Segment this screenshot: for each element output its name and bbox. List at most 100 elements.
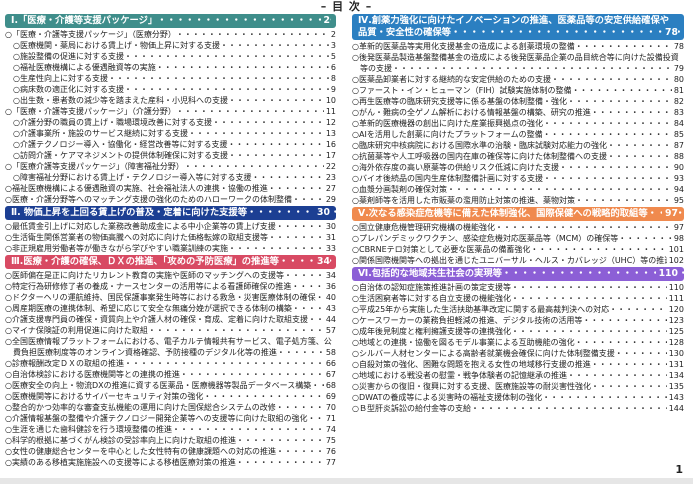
toc-entry[interactable]: ○非正規雇用労働者等が働きながら学びやすい職業訓練の実施 33	[5, 243, 336, 254]
toc-entry[interactable]: ○「医療介護等支援パッケージ」（障害福祉分野） 22	[5, 161, 336, 172]
section-page: 78	[662, 27, 678, 39]
toc-entry-text: ○医療安全の向上・物流DXの推進に資する医薬品・医療機器等製品データベース構築	[5, 381, 312, 390]
toc-entry[interactable]: ○地域との連携・協働を図るモデル事業による互助機能の強化 128	[352, 337, 684, 348]
toc-entry-text: ○施設整備の促進に対する支援	[13, 52, 124, 61]
toc-entry[interactable]: ○出生数・患者数の減少等を踏まえた産科・小児科への支援 10	[5, 95, 336, 106]
toc-entry[interactable]: ○介護事業所・施設のサービス継続に対する支援 13	[5, 128, 336, 139]
toc-entry-text: ○生活衛生関係営業者の物価高騰への対応に向けた価格転嫁の取組支援等	[5, 233, 268, 242]
toc-entry-text: ○バイオ後続品の国内生産体制整備計画に対する支援	[352, 174, 543, 183]
toc-entry[interactable]: ○ドクターヘリの運航維持、国民保護事案発生時等における救急・災害医療体制の確保 4…	[5, 292, 336, 303]
toc-entry[interactable]: ○ケースワーカーの業務負担軽減の推進、デジタル技術の活用等 123	[352, 315, 684, 326]
toc-entry-page: 57	[323, 325, 336, 336]
toc-entry[interactable]: ○成年後見制度と権利擁護支援等の連携強化 125	[352, 326, 684, 337]
toc-entry[interactable]: ○自殺対策の強化、困難な問題を抱える女性の地域移行支援の推進 131	[352, 359, 684, 370]
toc-entry[interactable]: ○医師偏在是正に向けたリカレント教育の実施や医師のマッチングへの支援等 34	[5, 270, 336, 281]
toc-entry-text: ○シルバー人材センターによる高齢者就業機会確保に向けた体制整備支援	[352, 349, 615, 358]
toc-entry[interactable]: ○海外依存度の高い原薬等の供給リスク低減に向けた支援 90	[352, 162, 684, 173]
toc-entry-text: ○革新的医薬品等実用化支援基金の造成による創薬環境の整備	[352, 42, 575, 51]
section-header[interactable]: Ⅲ.医療・介護の確保、ＤＸの推進、「攻めの予防医療」の推進等 34	[5, 255, 336, 269]
toc-entry[interactable]: ○障害福祉分野における賃上げ・テクノロジー導入等に対する支援 23	[5, 172, 336, 183]
toc-entry[interactable]: ○医療機関等におけるサイバーセキュリティ対策の強化 69	[5, 391, 336, 402]
toc-entry-text: ○Ｂ型肝炎訴訟の給付金等の支給	[352, 404, 471, 413]
toc-entry[interactable]: ○特定行為研修修了者の養成・ナースセンターの活用等による看護師確保の推進 36	[5, 281, 336, 292]
toc-title: – 目 次 –	[320, 0, 373, 13]
toc-entry[interactable]: ○医薬品卸業者に対する継続的な安定供給のための支援 80	[352, 74, 684, 85]
toc-entry[interactable]: ○自治体の認知症施策推進計画の策定支援等 110	[352, 282, 684, 293]
toc-entry[interactable]: ○地域における戦没者の慰霊・戦争体験者の記憶継承の推進 134	[352, 370, 684, 381]
section-page: 30	[314, 207, 330, 219]
toc-entry[interactable]: ○平成25年から実施した生活扶助基準改定に関する最高裁判決への対応 120	[352, 304, 684, 315]
toc-entry-page: 97	[671, 222, 684, 233]
toc-entry[interactable]: ○最低賃金引上げに対応した業務改善助成金による中小企業等の賃上げ支援 30	[5, 221, 336, 232]
toc-entry[interactable]: ○CBRNEテロ対策として必要な医薬品の備蓄強化 101	[352, 244, 684, 255]
toc-entry[interactable]: ○医療安全の向上・物流DXの推進に資する医薬品・医療機器等製品データベース構築 6…	[5, 380, 336, 391]
toc-entry[interactable]: ○AIを活用した創薬に向けたプラットフォームの整備 85	[352, 129, 684, 140]
toc-entry-page: 123	[666, 315, 684, 326]
toc-entry[interactable]: ○訪問介護・ケアマネジメントの提供体制確保に対する支援 17	[5, 150, 336, 161]
toc-entry[interactable]: ○DWATの養成等による災害時の福祉支援体制の強化 143	[352, 392, 684, 403]
toc-entry[interactable]: ○臨床研究中核病院における国際水準の治験・臨床試験対応能力の強化 87	[352, 140, 684, 151]
toc-entry-page: 43	[323, 303, 336, 314]
toc-entry-text: ○介護情報基盤の整備や介護テクノロジー開発企業等への支援等に向けた取組の強化	[5, 414, 308, 423]
section-header[interactable]: Ⅴ.次なる感染症危機等に備えた体制強化、国際保健への戦略的取組等 97	[352, 207, 684, 221]
toc-entry[interactable]: ○生活困窮者等に対する自立支援の機能強化 111	[352, 293, 684, 304]
section-header[interactable]: Ⅵ.包括的な地域共生社会の実現等 110	[352, 267, 684, 281]
toc-entry[interactable]: ○血漿分画製剤の確保対策 94	[352, 184, 684, 195]
toc-entry[interactable]: ○医療機関・薬局における賃上げ・物価上昇に対する支援 3	[5, 40, 336, 51]
toc-entry[interactable]: ○再生医療等の臨床研究支援等に係る基盤の体制整備・強化 82	[352, 96, 684, 107]
toc-entry[interactable]: ○生涯を通じた歯科健診を行う環境整備の推進 74	[5, 424, 336, 435]
toc-entry[interactable]: ○医療・介護分野等へのマッチング支援の強化のためのハローワークの体制整備 29	[5, 194, 336, 205]
toc-entry[interactable]: ○後発医薬品製造基盤整備基金の造成による後発医薬品企業の品目統合等に向けた設備投…	[352, 52, 684, 74]
toc-entry[interactable]: ○「医療・介護等支援パッケージ」（介護分野） 11	[5, 106, 336, 117]
toc-entry-page: 83	[671, 107, 684, 118]
toc-entry[interactable]: ○施設整備の促進に対する支援 5	[5, 51, 336, 62]
toc-entry[interactable]: ○革新的医薬品等実用化支援基金の造成による創薬環境の整備 78	[352, 41, 684, 52]
toc-entry-page: 80	[671, 74, 684, 85]
toc-entry[interactable]: ○国立健康危機管理研究機構の機能強化 97	[352, 222, 684, 233]
toc-entry-page: 120	[666, 304, 684, 315]
toc-entry[interactable]: ○災害からの復旧・復興に対する支援、医療施設等の耐災害性強化 135	[352, 381, 684, 392]
toc-entry[interactable]: ○関係国際機関等への拠出を通じたユニバーサル・ヘルス・カバレッジ（UHC）等の推…	[352, 255, 684, 266]
toc-entry[interactable]: ○介護分野の職員の賃上げ・職場環境改善に対する支援 12	[5, 117, 336, 128]
toc-entry-page: 66	[323, 358, 336, 369]
toc-entry[interactable]: ○介護支援専門員の確保・資質向上や介護人材の確保・育成、定着に向けた取組支援 44	[5, 314, 336, 325]
toc-entry[interactable]: ○介護情報基盤の整備や介護テクノロジー開発企業等への支援等に向けた取組の強化 71	[5, 413, 336, 424]
toc-entry[interactable]: ○抗菌薬等や人工呼吸器の国内在庫の確保等に向けた体制整備への支援 88	[352, 151, 684, 162]
toc-entry[interactable]: ○介護テクノロジー導入・協働化・経営改善等に対する支援 16	[5, 139, 336, 150]
toc-entry-page: 69	[323, 391, 336, 402]
section-page: 2	[320, 15, 330, 27]
toc-entry-page: 144	[666, 403, 684, 414]
toc-entry[interactable]: ○マイナ保険証の利用促進に向けた取組 57	[5, 325, 336, 336]
section-header[interactable]: Ⅰ.「医療・介護等支援パッケージ」 2	[5, 14, 336, 28]
toc-entry[interactable]: ○福祉医療機構による優遇融資の実施、社会福祉法人の連携・協働の推進 27	[5, 183, 336, 194]
toc-entry-page: 16	[323, 139, 336, 150]
toc-entry[interactable]: ○薬剤師等を活用した市販薬の濫用防止対策の推進、薬物対策 95	[352, 195, 684, 206]
toc-entry-page: 74	[323, 424, 336, 435]
toc-entry[interactable]: ○診療報酬改定ＤＸの取組の推進 66	[5, 358, 336, 369]
toc-entry[interactable]: ○ファースト・イン・ヒューマン（FIH）試験実施体制の整備 81	[352, 85, 684, 96]
toc-entry[interactable]: ○周産期医療の連携体制、希望に応じて安全な無痛分娩が選択できる体制の構築 43	[5, 303, 336, 314]
toc-entry[interactable]: ○自治体検診における医療機関等との連携の推進 67	[5, 369, 336, 380]
toc-entry[interactable]: ○実績のある移植実施施設への支援等による移植医療対策の推進 77	[5, 457, 336, 468]
toc-entry-page: 6	[328, 62, 336, 73]
section-header[interactable]: Ⅳ.創薬力強化に向けたイノベーションの推進、医薬品等の安定供給確保や品質・安全性…	[352, 14, 684, 40]
toc-entry[interactable]: ○全国医療情報プラットフォームにおける、電子カルテ情報共有サービス、電子処方箋、…	[5, 336, 336, 358]
toc-entry[interactable]: ○革新的医療機器の創出に向けた産業振興拠点の強化 84	[352, 118, 684, 129]
toc-entry[interactable]: ○科学的根拠に基づくがん検診の受診率向上に向けた取組の推進 75	[5, 435, 336, 446]
toc-entry[interactable]: ○「医療・介護等支援パッケージ」（医療分野） 2	[5, 29, 336, 40]
toc-entry[interactable]: ○生活衛生関係営業者の物価高騰への対応に向けた価格転嫁の取組支援等 31	[5, 232, 336, 243]
toc-entry-page: 87	[671, 140, 684, 151]
toc-entry[interactable]: ○Ｂ型肝炎訴訟の給付金等の支給 144	[352, 403, 684, 414]
toc-entry[interactable]: ○病床数の適正化に対する支援 9	[5, 84, 336, 95]
toc-entry[interactable]: ○生産性向上に対する支援 8	[5, 73, 336, 84]
toc-entry[interactable]: ○がん・難病の全ゲノム解析における情報基盤の構築、研究の推進 83	[352, 107, 684, 118]
toc-entry[interactable]: ○バイオ後続品の国内生産体制整備計画に対する支援 93	[352, 173, 684, 184]
toc-entry-page: 81	[671, 85, 684, 96]
toc-entry[interactable]: ○プレパンデミックワクチン、感染症危機対応医薬品等（MCM）の確保等 98	[352, 233, 684, 244]
section-header[interactable]: Ⅱ. 物価上昇を上回る賃上げの普及・定着に向けた支援等 30	[5, 206, 336, 220]
toc-entry-text: ○特定行為研修修了者の養成・ナースセンターの活用等による看護師確保の推進	[5, 282, 292, 291]
toc-entry[interactable]: ○女性の健康総合センターを中心とした女性特有の健康課題への対応の推進 76	[5, 446, 336, 457]
toc-entry[interactable]: ○シルバー人材センターによる高齢者就業機会確保に向けた体制整備支援 130	[352, 348, 684, 359]
toc-entry[interactable]: ○福祉医療機構による優遇融資等の実施 6	[5, 62, 336, 73]
toc-entry[interactable]: ○整合的かつ効率的な審査支払機能の運用に向けた国保総合システムの改修 70	[5, 402, 336, 413]
